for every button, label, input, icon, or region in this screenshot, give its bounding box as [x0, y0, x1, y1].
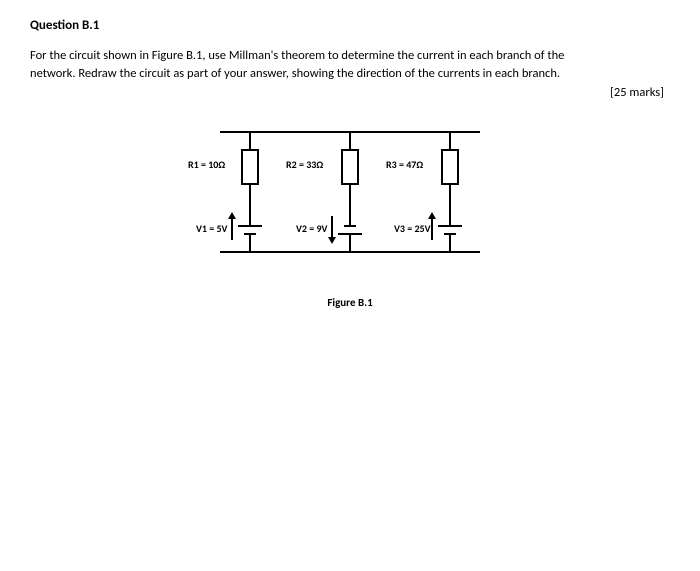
circuit-diagram: [190, 122, 510, 272]
figure-caption: Figure B.1: [30, 296, 670, 309]
question-text-line1: For the circuit shown in Figure B.1, use…: [30, 47, 670, 65]
question-text-line2: network. Redraw the circuit as part of y…: [30, 65, 670, 83]
label-v1: V1 = 5V: [196, 222, 227, 235]
label-r3: R3 = 47Ω: [386, 158, 423, 171]
circuit-figure: R1 = 10Ω R2 = 33Ω R3 = 47Ω V1 = 5V V2 = …: [190, 122, 510, 272]
marks-label: [25 marks]: [30, 85, 670, 100]
question-number: Question B.1: [30, 18, 670, 33]
label-r1: R1 = 10Ω: [188, 158, 225, 171]
label-v2: V2 = 9V: [296, 222, 327, 235]
label-r2: R2 = 33Ω: [286, 158, 323, 171]
label-v3: V3 = 25V: [394, 222, 431, 235]
